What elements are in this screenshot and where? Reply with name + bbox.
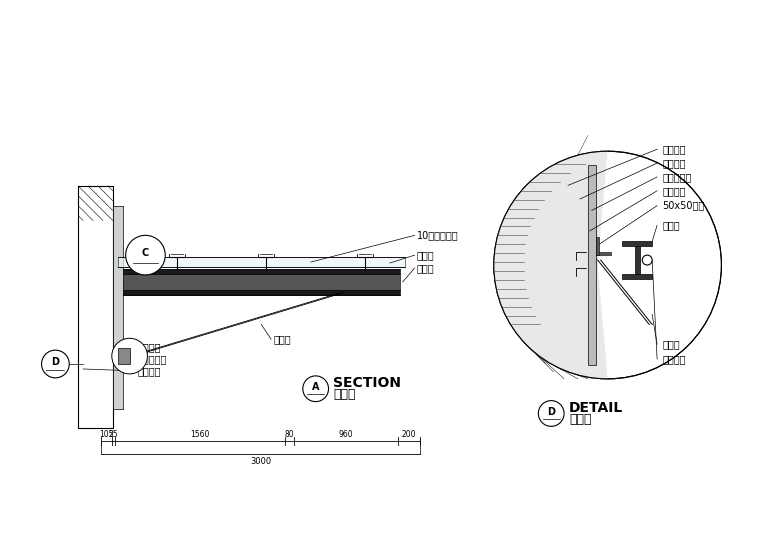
Text: 连接螺栓: 连接螺栓: [662, 354, 686, 364]
Circle shape: [302, 376, 328, 402]
Text: 中国绿石材: 中国绿石材: [662, 172, 692, 182]
Circle shape: [642, 255, 652, 265]
Text: 预埋钢板: 预埋钢板: [662, 186, 686, 196]
Bar: [622, 274, 652, 279]
Text: 200: 200: [402, 430, 416, 439]
Bar: [596, 252, 610, 255]
Text: 斜拉杆: 斜拉杆: [273, 334, 291, 344]
Text: 预埋钢板: 预埋钢板: [138, 342, 161, 352]
Text: SECTION: SECTION: [334, 376, 401, 390]
Bar: [635, 246, 640, 274]
Bar: [112, 206, 122, 409]
Bar: [122, 269, 400, 274]
Text: 3000: 3000: [250, 458, 271, 467]
Bar: [122, 290, 400, 295]
Text: 1560: 1560: [190, 430, 210, 439]
Circle shape: [538, 401, 564, 426]
Text: 中国绿石材: 中国绿石材: [138, 354, 167, 364]
Text: 大样图: 大样图: [569, 413, 591, 426]
Text: 建筑墙体: 建筑墙体: [138, 366, 161, 376]
Text: 105: 105: [100, 430, 114, 439]
Text: DETAIL: DETAIL: [569, 401, 623, 415]
Text: 剖面图: 剖面图: [334, 388, 356, 401]
Text: 水泥砂浆: 水泥砂浆: [662, 158, 686, 168]
Circle shape: [42, 350, 69, 378]
Text: 斜拉杆: 斜拉杆: [662, 339, 679, 349]
Bar: [118, 348, 130, 364]
Bar: [622, 241, 652, 246]
Text: 50x50角钢: 50x50角钢: [662, 201, 705, 211]
Text: 工字钢: 工字钢: [662, 221, 679, 230]
Text: 80: 80: [284, 430, 294, 439]
Text: 10厘钢化玻璃: 10厘钢化玻璃: [416, 230, 458, 241]
Bar: [122, 274, 400, 290]
Text: D: D: [52, 357, 59, 367]
Bar: [118, 257, 405, 267]
Text: 建筑墙体: 建筑墙体: [662, 144, 686, 154]
Text: C: C: [142, 248, 149, 258]
Polygon shape: [494, 151, 608, 379]
Circle shape: [112, 338, 147, 374]
Bar: [78, 186, 112, 429]
Text: 驳接抓: 驳接抓: [416, 250, 434, 260]
Circle shape: [494, 151, 721, 379]
Bar: [587, 165, 596, 365]
Text: 25: 25: [109, 430, 119, 439]
Text: 工字钢: 工字钢: [416, 263, 434, 273]
Circle shape: [125, 235, 165, 275]
Text: D: D: [547, 407, 556, 417]
Text: A: A: [312, 382, 319, 392]
Text: 960: 960: [338, 430, 353, 439]
Bar: [596, 237, 599, 255]
